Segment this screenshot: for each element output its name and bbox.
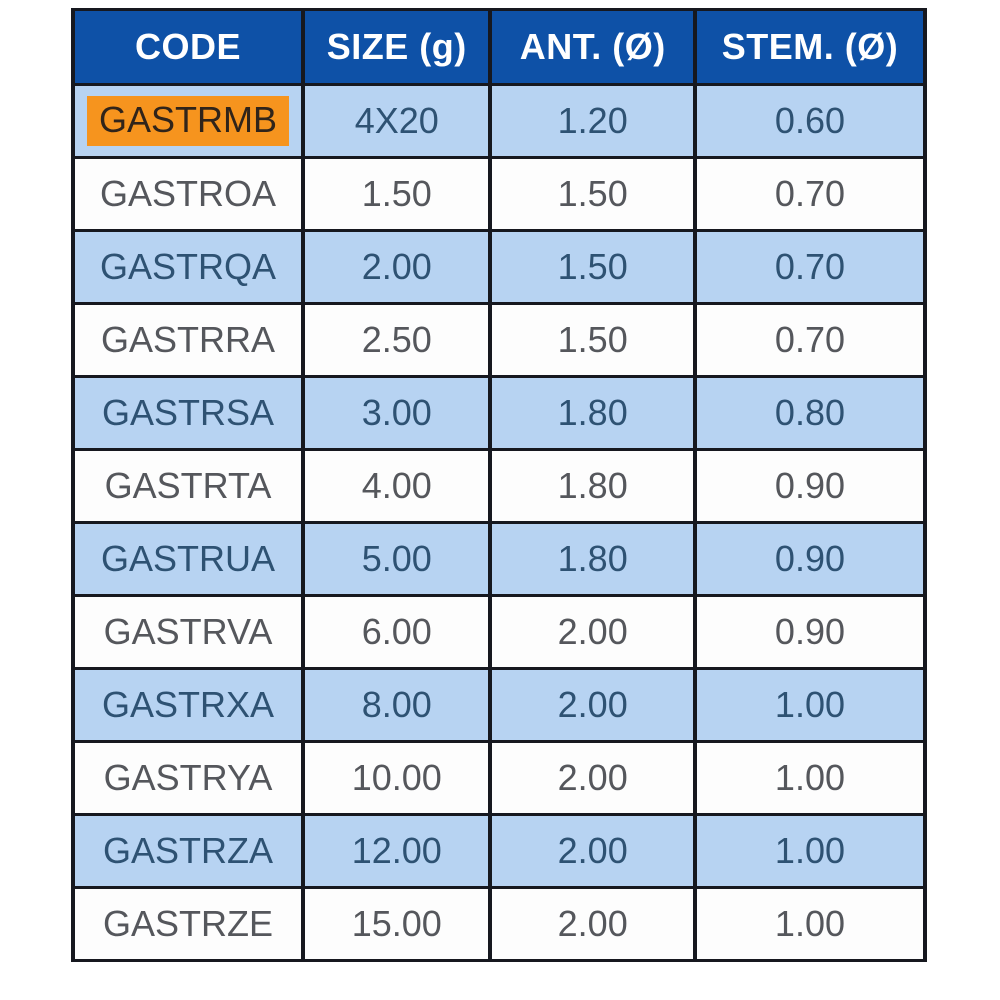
code-cell: GASTRVA xyxy=(70,594,306,670)
table-row: GASTRYA 10.00 2.00 1.00 xyxy=(70,740,928,816)
stem-cell: 0.90 xyxy=(692,521,928,597)
stem-cell: 1.00 xyxy=(692,667,928,743)
stem-cell: 0.90 xyxy=(692,448,928,524)
stem-cell: 0.90 xyxy=(692,594,928,670)
size-cell: 5.00 xyxy=(301,521,493,597)
table-row: GASTRZE 15.00 2.00 1.00 xyxy=(70,886,928,962)
size-cell: 4.00 xyxy=(301,448,493,524)
table-row: GASTRMB 4X20 1.20 0.60 xyxy=(70,83,928,159)
column-header-stem: STEM. (Ø) xyxy=(692,8,928,86)
ant-cell: 2.00 xyxy=(488,667,697,743)
ant-cell: 2.00 xyxy=(488,740,697,816)
code-cell: GASTRMB xyxy=(70,83,306,159)
table-row: GASTRQA 2.00 1.50 0.70 xyxy=(70,229,928,305)
code-cell: GASTRXA xyxy=(70,667,306,743)
spec-table-container: CODE SIZE (g) ANT. (Ø) STEM. (Ø) GASTRMB… xyxy=(70,8,928,962)
code-cell: GASTROA xyxy=(70,156,306,232)
code-cell: GASTRZE xyxy=(70,886,306,962)
ant-cell: 1.80 xyxy=(488,375,697,451)
ant-cell: 1.80 xyxy=(488,448,697,524)
code-cell: GASTRRA xyxy=(70,302,306,378)
stem-cell: 1.00 xyxy=(692,740,928,816)
stem-cell: 0.70 xyxy=(692,302,928,378)
column-header-ant: ANT. (Ø) xyxy=(488,8,697,86)
ant-cell: 1.50 xyxy=(488,302,697,378)
stem-cell: 0.60 xyxy=(692,83,928,159)
code-cell: GASTRSA xyxy=(70,375,306,451)
ant-cell: 2.00 xyxy=(488,886,697,962)
header-row: CODE SIZE (g) ANT. (Ø) STEM. (Ø) xyxy=(70,8,928,86)
size-cell: 8.00 xyxy=(301,667,493,743)
size-cell: 10.00 xyxy=(301,740,493,816)
size-cell: 15.00 xyxy=(301,886,493,962)
ant-cell: 1.50 xyxy=(488,229,697,305)
size-cell: 12.00 xyxy=(301,813,493,889)
code-cell: GASTRQA xyxy=(70,229,306,305)
code-cell: GASTRYA xyxy=(70,740,306,816)
table-row: GASTROA 1.50 1.50 0.70 xyxy=(70,156,928,232)
selected-code-highlight: GASTRMB xyxy=(87,96,290,146)
size-cell: 2.50 xyxy=(301,302,493,378)
ant-cell: 1.80 xyxy=(488,521,697,597)
ant-cell: 2.00 xyxy=(488,813,697,889)
size-cell: 6.00 xyxy=(301,594,493,670)
code-cell: GASTRUA xyxy=(70,521,306,597)
column-header-code: CODE xyxy=(70,8,306,86)
table-row: GASTRRA 2.50 1.50 0.70 xyxy=(70,302,928,378)
table-row: GASTRZA 12.00 2.00 1.00 xyxy=(70,813,928,889)
size-cell: 4X20 xyxy=(301,83,493,159)
code-cell: GASTRZA xyxy=(70,813,306,889)
stem-cell: 0.70 xyxy=(692,156,928,232)
stem-cell: 0.80 xyxy=(692,375,928,451)
table-row: GASTRUA 5.00 1.80 0.90 xyxy=(70,521,928,597)
code-cell: GASTRTA xyxy=(70,448,306,524)
ant-cell: 2.00 xyxy=(488,594,697,670)
table-row: GASTRXA 8.00 2.00 1.00 xyxy=(70,667,928,743)
table-row: GASTRTA 4.00 1.80 0.90 xyxy=(70,448,928,524)
size-cell: 3.00 xyxy=(301,375,493,451)
stem-cell: 1.00 xyxy=(692,886,928,962)
table-row: GASTRVA 6.00 2.00 0.90 xyxy=(70,594,928,670)
size-cell: 1.50 xyxy=(301,156,493,232)
table-row: GASTRSA 3.00 1.80 0.80 xyxy=(70,375,928,451)
stem-cell: 0.70 xyxy=(692,229,928,305)
ant-cell: 1.50 xyxy=(488,156,697,232)
spec-table: CODE SIZE (g) ANT. (Ø) STEM. (Ø) GASTRMB… xyxy=(70,8,928,962)
ant-cell: 1.20 xyxy=(488,83,697,159)
size-cell: 2.00 xyxy=(301,229,493,305)
stem-cell: 1.00 xyxy=(692,813,928,889)
column-header-size: SIZE (g) xyxy=(301,8,493,86)
